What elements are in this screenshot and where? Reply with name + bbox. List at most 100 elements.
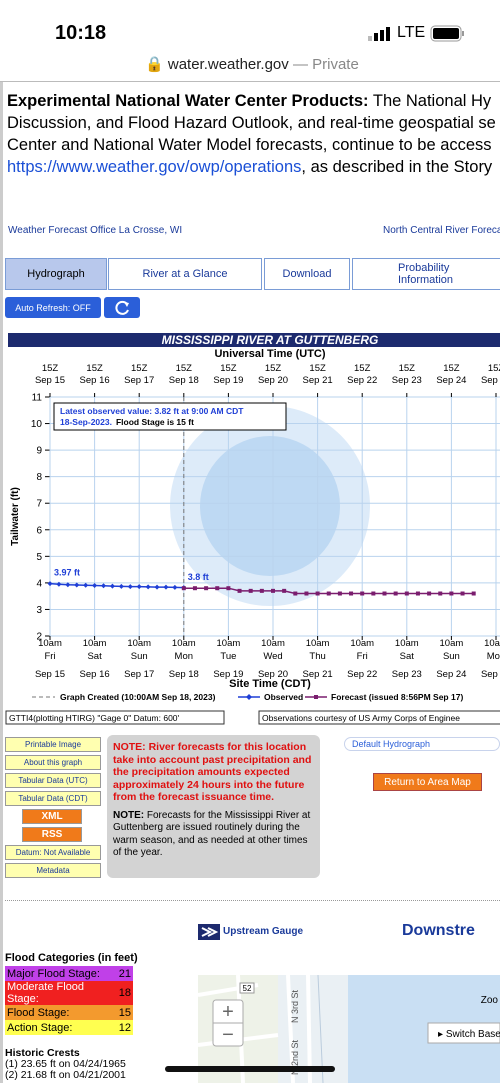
tab[interactable]: Download xyxy=(264,258,350,290)
observed-point xyxy=(65,582,71,588)
side-button[interactable]: Printable Image xyxy=(5,737,101,752)
info-stage: Flood Stage is 15 ft xyxy=(116,417,194,427)
note-text: Forecasts for the Mississippi River at G… xyxy=(113,809,311,859)
url: water.weather.gov xyxy=(167,56,289,73)
y-axis-label: Tailwater (ft) xyxy=(10,487,21,546)
x-weekday: Thu xyxy=(309,651,325,662)
chart-title: MISSISSIPPI RIVER AT GUTTENBERG xyxy=(162,333,379,347)
url-bar[interactable]: 🔒 water.weather.gov — Private xyxy=(145,56,359,73)
flood-categories-title: Flood Categories (in feet) xyxy=(5,952,138,964)
observed-point xyxy=(118,583,124,589)
x-hour: 10am xyxy=(217,638,241,649)
intro-bold: Experimental National Water Center Produ… xyxy=(7,92,369,110)
y-tick-label: 8 xyxy=(36,472,42,483)
side-button[interactable]: Metadata xyxy=(5,863,101,878)
x-top-date: Sep 16 xyxy=(80,375,110,386)
y-tick-label: 2 xyxy=(36,632,42,643)
x-top-date: Sep 17 xyxy=(124,375,154,386)
forecast-point xyxy=(237,588,242,593)
svg-text:−: − xyxy=(222,1024,234,1046)
x-top-date: Sep 22 xyxy=(347,375,377,386)
footer-box xyxy=(258,710,500,725)
zoom-label: Zoo xyxy=(481,995,499,1006)
home-indicator xyxy=(165,1066,335,1072)
forecast-point xyxy=(192,586,197,591)
x-hour: 10am xyxy=(484,638,500,649)
x-top-date: Sep 18 xyxy=(169,375,199,386)
category: Moderate Flood Stage: xyxy=(7,981,85,1005)
refresh-button[interactable] xyxy=(104,297,140,318)
map-label: N 2nd St xyxy=(290,1039,300,1075)
x-axis-title: Site Time (CDT) xyxy=(229,678,311,690)
x-hour: 10am xyxy=(395,638,419,649)
legend-symbol xyxy=(314,695,318,699)
x-date: Sep 25 xyxy=(481,669,500,680)
side-button[interactable]: About this graph xyxy=(5,755,101,770)
default-hydrograph[interactable]: Default Hydrograph xyxy=(344,737,500,751)
forecast-point xyxy=(271,588,275,593)
forecast-point xyxy=(460,591,465,596)
historic-crests: Historic Crests (1) 23.65 ft on 04/24/19… xyxy=(5,1048,126,1081)
note-box: NOTE: River forecasts for this location … xyxy=(107,735,320,878)
tab-active[interactable]: Hydrograph xyxy=(5,258,107,290)
switch-base[interactable]: ▸ Switch Base xyxy=(438,1029,500,1040)
forecast-point xyxy=(415,591,420,596)
x-top-hour: 15Z xyxy=(131,363,148,374)
x-hour: 10am xyxy=(38,638,62,649)
x-top-hour: 15Z xyxy=(488,363,500,374)
x-hour: 10am xyxy=(127,638,151,649)
stage: 15 xyxy=(118,1006,131,1019)
x-date: Sep 20 xyxy=(258,669,288,680)
forecast-point xyxy=(349,591,354,596)
intro: Experimental National Water Center Produ… xyxy=(7,90,500,178)
x-top-hour: 15Z xyxy=(399,363,416,374)
category: Action Stage: xyxy=(7,1021,73,1034)
intro-text: Discussion, and Flood Hazard Outlook, an… xyxy=(7,114,496,132)
x-hour: 10am xyxy=(440,638,464,649)
forecast-point xyxy=(259,588,264,593)
return-button[interactable]: Return to Area Map xyxy=(373,773,482,791)
flood-categories: Major Flood Stage: 21 Moderate Flood Stag… xyxy=(5,966,133,1035)
tab[interactable]: River at a Glance xyxy=(108,258,262,290)
intro-text: Center and National Water Model forecast… xyxy=(7,136,492,154)
divider xyxy=(0,81,500,82)
upstream-link[interactable]: Upstream Gauge xyxy=(223,926,304,937)
footer-box xyxy=(5,710,225,725)
side-button[interactable]: XML xyxy=(22,809,82,824)
x-weekday: Sun xyxy=(443,651,460,662)
x-weekday: Mon xyxy=(175,651,193,662)
map[interactable]: 52 N 3rd St N 2nd St + − Zoo ▸ Switch Ba… xyxy=(198,975,500,1083)
observed-point xyxy=(47,581,53,587)
signal-icon xyxy=(368,27,390,41)
side-button[interactable]: Datum: Not Available xyxy=(5,845,101,860)
x-weekday: Fri xyxy=(44,651,55,662)
side-button[interactable]: Tabular Data (UTC) xyxy=(5,773,101,788)
rfc-link[interactable]: North Central River Foreca xyxy=(383,225,500,236)
intro-link[interactable]: https://www.weather.gov/owp/operations xyxy=(7,158,302,176)
tab[interactable]: Probability Information xyxy=(352,258,500,290)
crest: (1) 23.65 ft on 04/24/1965 xyxy=(5,1058,126,1070)
forecast-point xyxy=(360,591,365,596)
observed-point xyxy=(172,584,178,590)
observed-point xyxy=(83,582,89,588)
y-tick-label: 9 xyxy=(36,446,42,457)
forecast-point xyxy=(215,586,220,591)
side-button[interactable]: RSS xyxy=(22,827,82,842)
x-top-date: Sep 25 xyxy=(481,375,500,386)
annotation: 3.97 ft xyxy=(54,568,80,578)
auto-refresh-button[interactable]: Auto Refresh: OFF xyxy=(5,297,101,318)
battery-icon xyxy=(430,25,464,42)
forecast-point xyxy=(382,591,387,596)
map-label: 52 xyxy=(243,984,252,993)
x-weekday: Sat xyxy=(400,651,415,662)
x-weekday: Mon xyxy=(487,651,500,662)
legend-label: Observed xyxy=(264,692,303,702)
x-weekday: Tue xyxy=(220,651,236,662)
side-button[interactable]: Tabular Data (CDT) xyxy=(5,791,101,806)
observed-point xyxy=(74,582,80,588)
note-label: NOTE: xyxy=(113,809,145,821)
downstream-link[interactable]: Downstre xyxy=(402,922,475,939)
y-tick-label: 3 xyxy=(36,605,42,616)
office-link[interactable]: Weather Forecast Office La Crosse, WI xyxy=(8,225,183,236)
info-box xyxy=(53,402,287,431)
